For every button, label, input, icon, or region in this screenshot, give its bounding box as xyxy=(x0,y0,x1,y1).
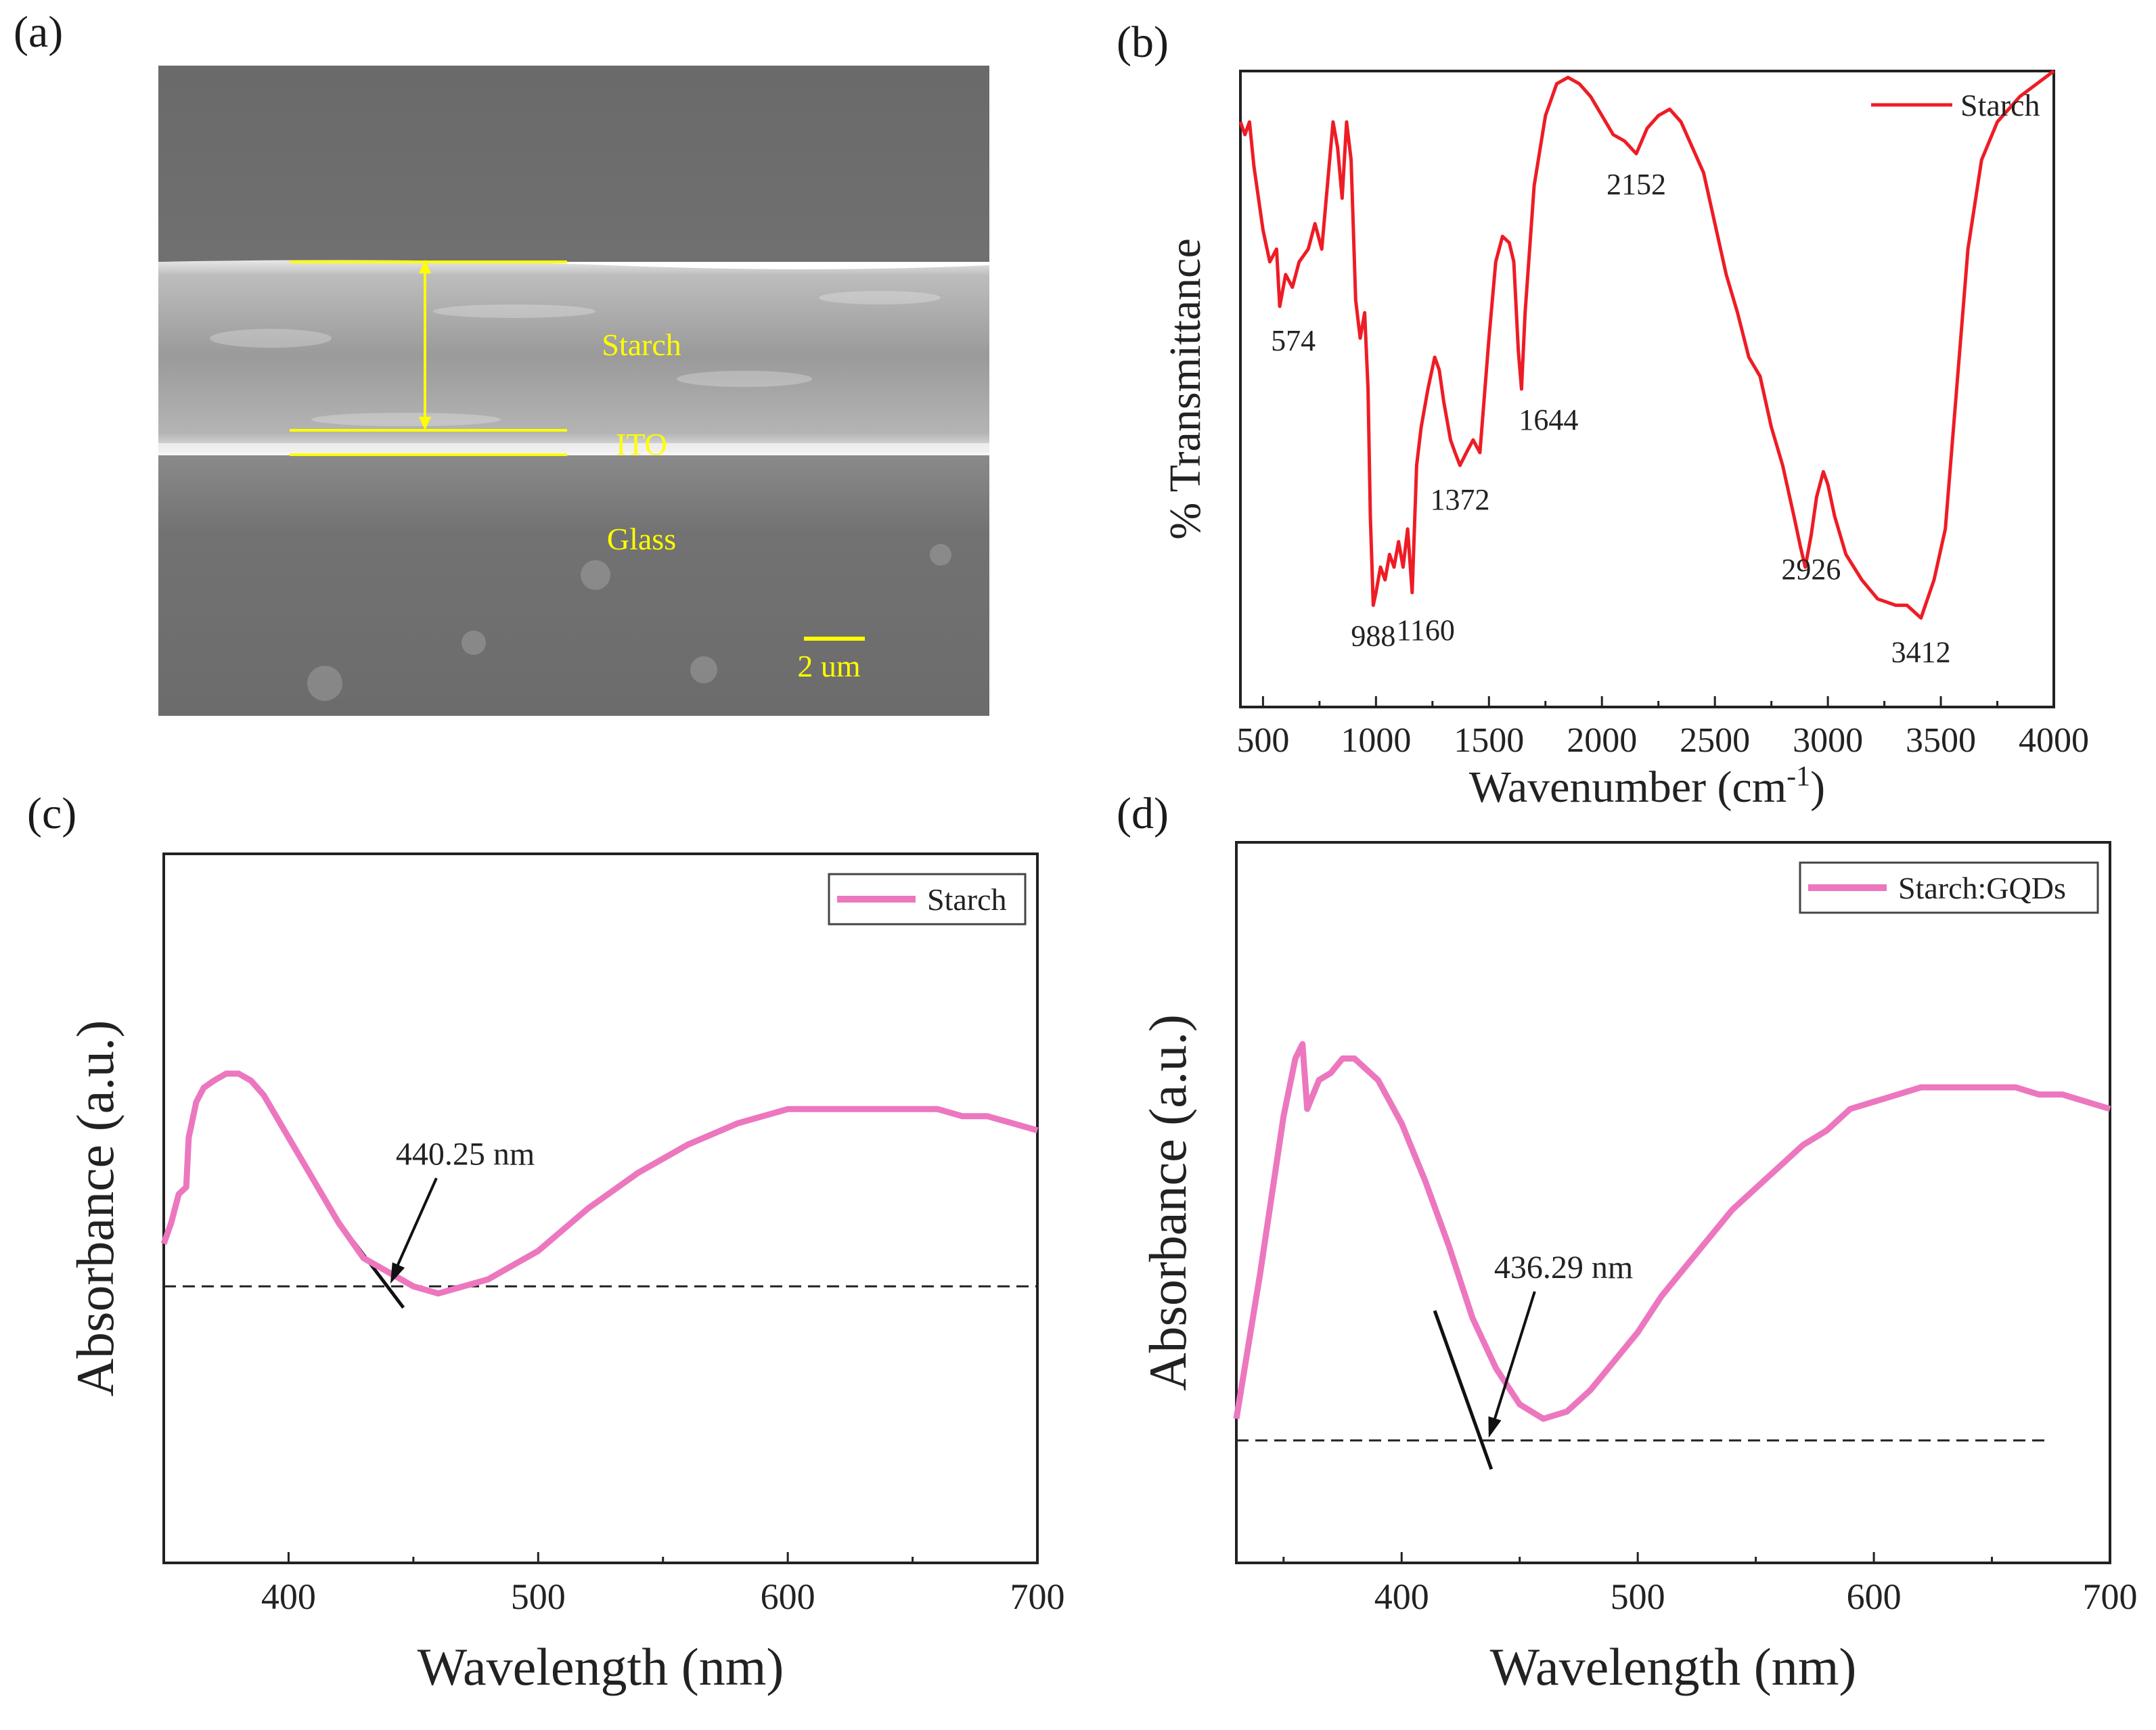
peak-label-2926: 2926 xyxy=(1781,553,1841,586)
peak-label-1160: 1160 xyxy=(1397,614,1455,647)
x-axis-title-d: Wavelength (nm) xyxy=(1490,1637,1857,1696)
x-tick-label-b: 500 xyxy=(1236,721,1289,760)
onset-label-d: 436.29 nm xyxy=(1494,1250,1633,1285)
panel-label-a: (a) xyxy=(14,7,64,57)
panel-label-c: (c) xyxy=(27,789,77,838)
x-tick-label-d: 600 xyxy=(1847,1576,1902,1617)
onset-label-c: 440.25 nm xyxy=(396,1136,535,1172)
x-tick-label-c: 600 xyxy=(761,1576,815,1617)
x-tick-label-b: 3500 xyxy=(1906,721,1976,760)
x-tick-label-b: 2000 xyxy=(1567,721,1637,760)
x-tick-label-b: 1500 xyxy=(1454,721,1524,760)
x-tick-label-c: 400 xyxy=(261,1576,316,1617)
plot-frame-c xyxy=(162,852,1039,1564)
x-axis-title-b: Wavenumber (cm-1) xyxy=(1469,761,1825,812)
plot-frame-d xyxy=(1235,841,2111,1564)
plot-frame-b xyxy=(1239,70,2055,708)
peak-label-1644: 1644 xyxy=(1519,403,1578,436)
onset-arrow-c xyxy=(392,1177,438,1277)
legend-label-b: Starch xyxy=(1960,88,2040,122)
y-axis-title-b: % Transmittance xyxy=(1161,238,1210,539)
x-tick-label-b: 4000 xyxy=(2019,721,2089,760)
y-axis-title-c: Absorbance (a.u.) xyxy=(66,1020,125,1397)
onset-arrowhead-d xyxy=(1488,1416,1502,1438)
peak-label-1372: 1372 xyxy=(1431,483,1490,516)
y-axis-title-d: Absorbance (a.u.) xyxy=(1138,1014,1197,1391)
x-tick-label-b: 2500 xyxy=(1680,721,1750,760)
peak-label-574: 574 xyxy=(1271,324,1316,357)
x-tick-label-d: 700 xyxy=(2083,1576,2138,1617)
onset-arrowhead-c xyxy=(390,1262,405,1284)
x-tick-label-b: 1000 xyxy=(1341,721,1411,760)
panel-label-d: (d) xyxy=(1117,789,1169,838)
tangent-line-d xyxy=(1433,1310,1494,1470)
x-tick-label-d: 500 xyxy=(1611,1576,1665,1617)
panel-label-b: (b) xyxy=(1117,18,1169,67)
x-tick-label-d: 400 xyxy=(1374,1576,1429,1617)
x-tick-label-b: 3000 xyxy=(1793,721,1863,760)
x-tick-label-c: 700 xyxy=(1010,1576,1065,1617)
onset-arrow-d xyxy=(1489,1291,1536,1430)
x-tick-label-c: 500 xyxy=(511,1576,566,1617)
series-line-d xyxy=(1233,1041,2111,1422)
series-line-c xyxy=(160,1070,1039,1297)
x-axis-title-c: Wavelength (nm) xyxy=(418,1637,784,1696)
peak-label-988: 988 xyxy=(1351,620,1395,653)
legend-label-c: Starch xyxy=(927,882,1007,917)
legend-label-d: Starch:GQDs xyxy=(1898,871,2066,905)
peak-label-3412: 3412 xyxy=(1891,635,1951,668)
peak-label-2152: 2152 xyxy=(1607,168,1666,201)
series-line-b xyxy=(1238,70,2055,620)
